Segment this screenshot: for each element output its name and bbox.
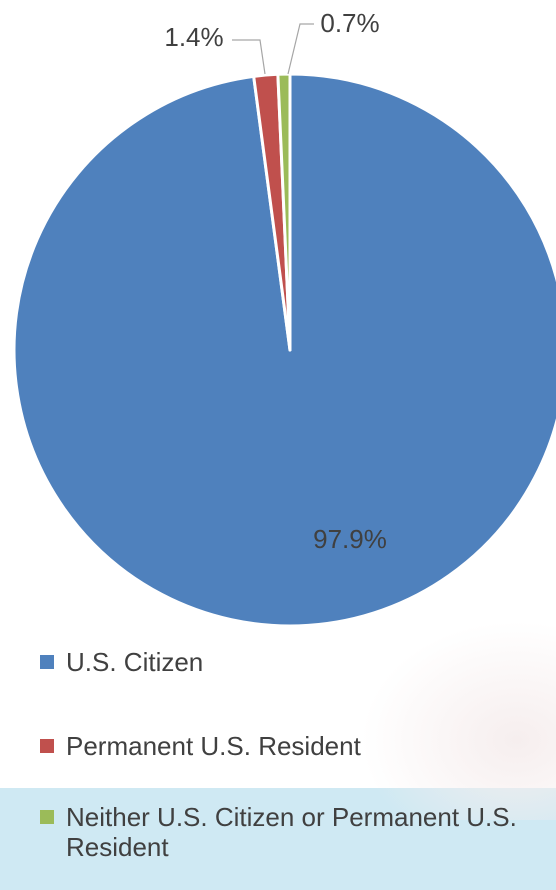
chart-legend: U.S. Citizen Permanent U.S. Resident Nei… bbox=[38, 640, 556, 886]
legend-swatch-neither bbox=[40, 810, 54, 824]
slice-label-2: 0.7% bbox=[320, 8, 379, 38]
legend-item-permanent-resident: Permanent U.S. Resident bbox=[38, 724, 556, 768]
legend-swatch-us-citizen bbox=[40, 655, 54, 669]
legend-swatch-permanent-resident bbox=[40, 739, 54, 753]
background-haze bbox=[360, 620, 556, 820]
legend-label-us-citizen: U.S. Citizen bbox=[66, 647, 204, 677]
legend-label-permanent-resident: Permanent U.S. Resident bbox=[66, 731, 361, 761]
pie-chart: 97.9% 1.4% 0.7% bbox=[12, 8, 556, 628]
slice-label-0: 97.9% bbox=[313, 524, 387, 554]
legend-item-neither: Neither U.S. Citizen or Permanent U.S. R… bbox=[38, 802, 556, 862]
leader-line-2 bbox=[287, 23, 314, 75]
pie-slice-2 bbox=[276, 72, 292, 352]
pie-slice-0 bbox=[12, 72, 556, 628]
leader-line-1 bbox=[232, 39, 266, 75]
slice-label-1: 1.4% bbox=[164, 22, 223, 52]
legend-item-us-citizen: U.S. Citizen bbox=[38, 640, 556, 684]
legend-label-neither: Neither U.S. Citizen or Permanent U.S. R… bbox=[66, 802, 517, 862]
